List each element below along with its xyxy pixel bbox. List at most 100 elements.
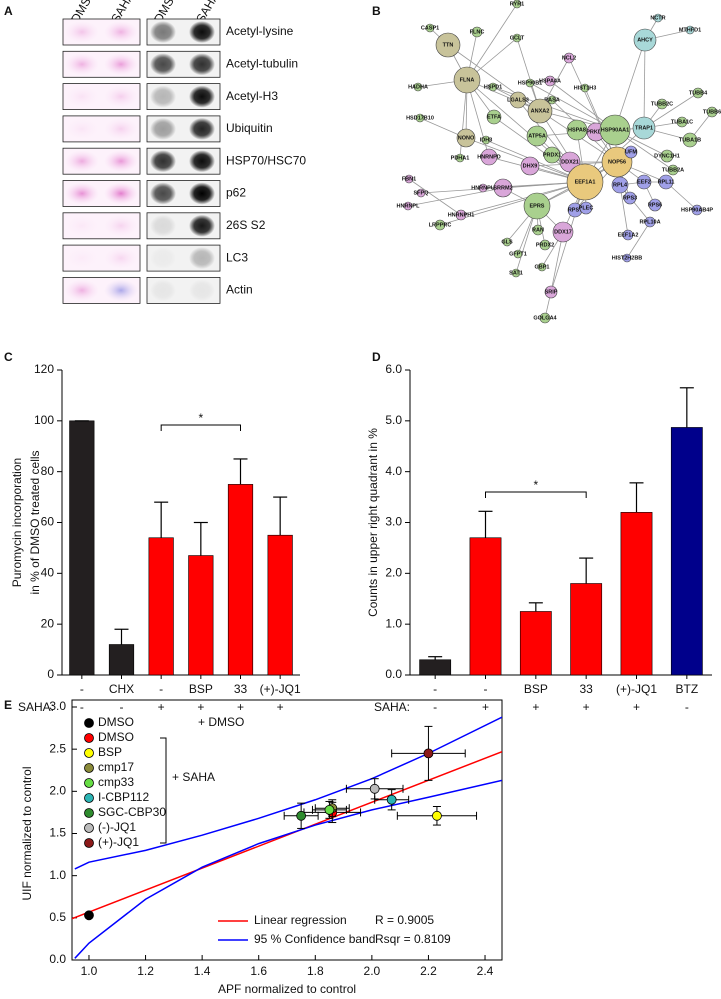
bar [570, 583, 603, 676]
x-axis-label: APF normalized to control [218, 982, 356, 996]
node-label: HIST1H3 [574, 85, 597, 91]
node [539, 239, 551, 251]
edge [460, 181, 586, 216]
node-label: HSPA4A [539, 78, 561, 84]
stain-spot [65, 53, 99, 76]
node [632, 116, 656, 140]
stain-spot [65, 279, 99, 302]
point [423, 748, 434, 759]
blot-row-label: Actin [226, 283, 253, 297]
node [624, 145, 638, 159]
node-label: GLS [501, 239, 513, 245]
node-label: NONO [458, 135, 475, 141]
node-label: PRKDC [586, 129, 606, 135]
node [648, 198, 662, 212]
node [455, 153, 465, 163]
y-tick-label: 6.0 [385, 362, 402, 376]
edge [619, 184, 629, 236]
row-value: - [685, 700, 689, 714]
stain-spot [65, 117, 99, 140]
edge [408, 178, 462, 216]
stain-spot [104, 21, 138, 43]
x-tick-label: (+)-JQ1 [260, 682, 301, 696]
legend-label: SGC-CBP30 [98, 805, 166, 819]
bar [148, 537, 174, 676]
node-label: DDX17 [554, 229, 572, 235]
row-value: + [158, 700, 165, 714]
node [566, 163, 604, 201]
row-value: + [583, 700, 590, 714]
point [84, 910, 94, 921]
point [432, 810, 442, 821]
network: RYR1 CASP1 TTN FLNC GCLT NCL2 NCTR MTHFD1 AHCY FL… [397, 0, 721, 324]
confidence-band-upper [74, 716, 502, 870]
node-label: HNRNPD [477, 154, 501, 160]
node [579, 201, 593, 215]
node [416, 188, 426, 198]
node-label: GBP1 [535, 264, 550, 270]
panel-label: D [372, 350, 381, 364]
node [478, 183, 488, 193]
stain-spot [104, 247, 138, 270]
node-label: FLNA [460, 77, 475, 83]
node-label: TUBB4 [689, 90, 708, 96]
legend-label: DMSO [98, 730, 134, 744]
stain-spot [104, 279, 138, 302]
node [403, 201, 413, 211]
node [486, 109, 502, 125]
legend-marker [84, 793, 94, 803]
node [692, 87, 704, 99]
node-label: FLNC [470, 29, 485, 35]
node-label: HSPA8 [568, 127, 586, 133]
stain-spot [65, 150, 99, 173]
x-tick-label: (+)-JQ1 [616, 682, 657, 696]
y-tick-label: 0.0 [385, 667, 402, 681]
node [544, 285, 558, 299]
x-tick-label: 1.2 [137, 964, 154, 978]
node [539, 312, 551, 324]
blot-spot [189, 85, 215, 108]
blot-spot [189, 53, 215, 76]
node-label: RPL10A [639, 219, 660, 225]
legend-label: (+)-JQ1 [98, 835, 139, 849]
legend-label: cmp33 [98, 775, 134, 789]
node-label: RPS6 [648, 202, 662, 208]
blot-row-label: 26S S2 [226, 218, 266, 232]
legend-marker [84, 838, 94, 848]
node [512, 33, 522, 43]
node [682, 132, 698, 148]
x-tick-label: - [484, 682, 488, 696]
blot-spot [150, 53, 176, 76]
y-tick-label: 2.0 [49, 784, 66, 798]
blot-spot [189, 247, 215, 270]
y-tick-label: 2.5 [49, 741, 66, 755]
blot-spot [189, 150, 215, 173]
blot-row-label: Acetyl-tubulin [226, 56, 298, 70]
row-value: + [633, 700, 640, 714]
node-label: TUBB2C [651, 101, 673, 107]
y-tick-label: 40 [41, 566, 55, 580]
x-tick-label: 1.4 [194, 964, 211, 978]
node-label: HADHA [408, 84, 428, 90]
node [667, 164, 679, 176]
legend-label: BSP [98, 745, 122, 759]
node [633, 28, 657, 52]
node [544, 75, 556, 87]
bar [419, 659, 452, 676]
stain-spot [104, 85, 138, 108]
y-axis-label: Counts in upper right quadrant in % [366, 428, 380, 617]
node-label: HNRNPL [397, 203, 421, 209]
node [453, 66, 481, 94]
node [471, 26, 483, 38]
y-tick-label: 5.0 [385, 413, 402, 427]
node-label: HNRNPH1 [448, 212, 475, 218]
x-tick-label: - [80, 682, 84, 696]
node-label: GFPT1 [509, 251, 527, 257]
node [488, 82, 498, 92]
bar [188, 555, 214, 676]
row-value: - [80, 700, 84, 714]
node-label: SRIP [545, 289, 558, 295]
node-label: SFPQ [414, 190, 430, 196]
node-label: RPL4 [613, 182, 628, 188]
edge [568, 57, 618, 163]
